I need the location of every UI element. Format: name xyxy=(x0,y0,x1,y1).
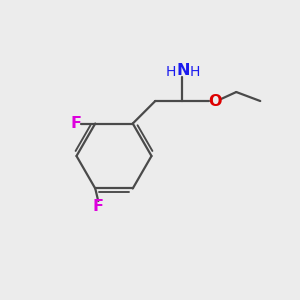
Text: O: O xyxy=(208,94,222,109)
Text: F: F xyxy=(70,116,81,131)
Text: H: H xyxy=(166,65,176,79)
Text: N: N xyxy=(176,63,190,78)
Text: F: F xyxy=(93,199,104,214)
Text: H: H xyxy=(190,65,200,79)
